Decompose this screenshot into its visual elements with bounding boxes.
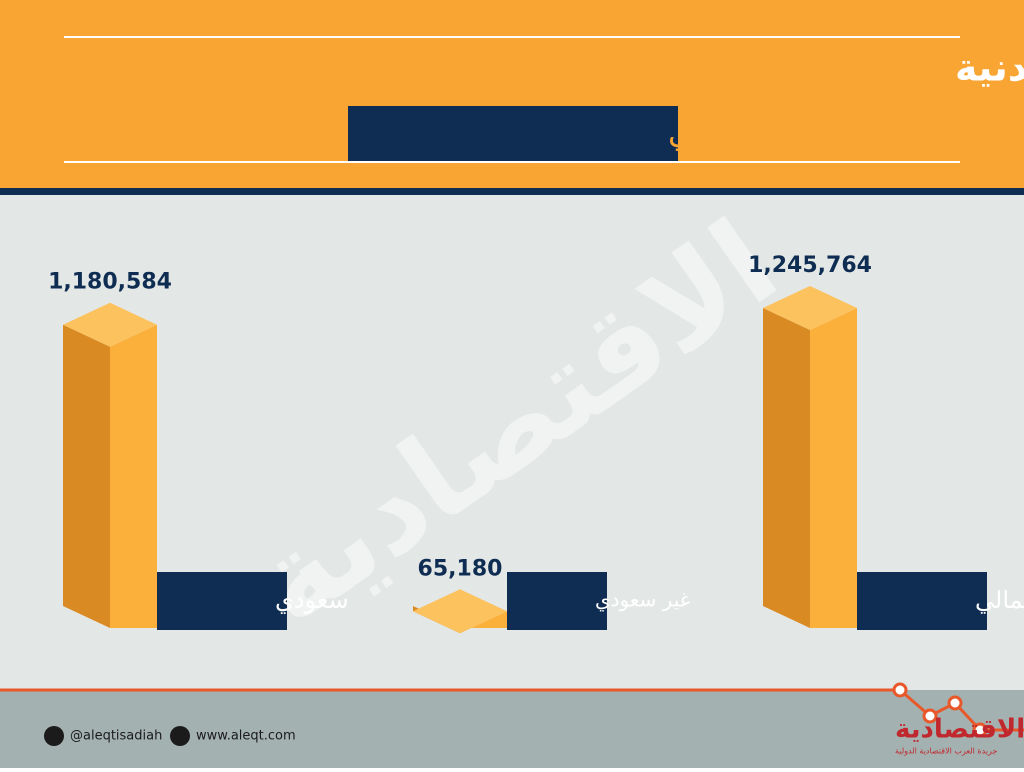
category-box [857, 572, 987, 630]
value-label: 65,180 [418, 556, 503, 581]
logo: الاقتصادية [895, 715, 1024, 745]
header-stripe [0, 188, 1024, 195]
bar-front [110, 324, 157, 628]
logo-subtitle: جريدة العرب الاقتصادية الدولية [895, 747, 997, 756]
web-icon [170, 726, 190, 746]
dot [892, 682, 908, 698]
bar-front [810, 308, 857, 628]
category-box [507, 572, 607, 630]
value-label: 1,245,764 [748, 253, 872, 278]
category-label: الإجمالي [975, 586, 1024, 614]
twitter-handle[interactable]: @aleqtisadiah [70, 729, 162, 744]
dot [922, 708, 938, 724]
category-box [157, 572, 287, 630]
bars: 1,180,584 سعودي 65,180 غير سعودي 1,245,764 ال… [48, 253, 1024, 634]
category-label: سعودي [275, 586, 349, 614]
dot [972, 722, 988, 738]
bar-top [63, 302, 157, 347]
chart-title: عدد العاملين الخاضعين لأنظمة الخدمة المد… [955, 44, 1024, 90]
dot [947, 695, 963, 711]
bar-top [763, 286, 857, 330]
value-label: 1,180,584 [48, 270, 172, 295]
subtitle-box [348, 106, 678, 161]
chart-subtitle: بنهاية الربع الثاني [668, 113, 893, 151]
footer-bg [0, 690, 1024, 768]
bar-side [763, 308, 810, 628]
bar-top [413, 589, 507, 634]
bar-side [63, 324, 110, 628]
website[interactable]: www.aleqt.com [196, 729, 296, 744]
category-label: غير سعودي [595, 588, 690, 613]
twitter-icon [44, 726, 64, 746]
